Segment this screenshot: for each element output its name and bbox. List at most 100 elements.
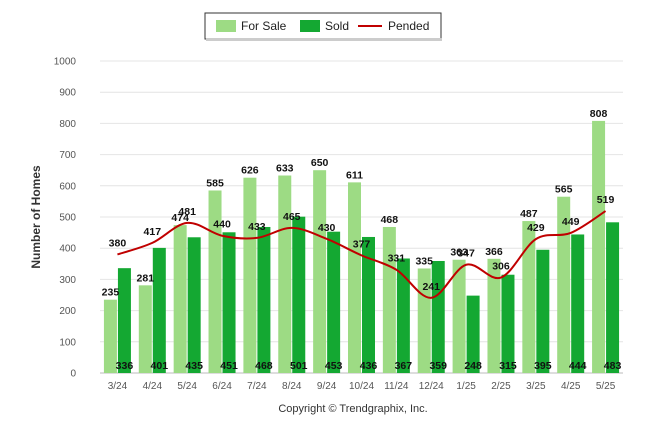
sold-bar — [606, 222, 620, 373]
sold-value-label: 436 — [360, 360, 378, 372]
x-axis-ticks: 3/24 4/24 5/24 6/24 7/24 8/24 9/24 10/24 11/24 12… — [108, 381, 616, 392]
sold-value-label: 435 — [185, 360, 203, 372]
sold-bar — [187, 237, 201, 373]
y-tick-label: 300 — [59, 275, 76, 286]
sold-bar — [257, 226, 271, 373]
pended-value-label: 241 — [422, 281, 440, 293]
pended-line — [117, 210, 607, 299]
pended-value-label: 380 — [109, 237, 127, 249]
for-sale-value-label: 335 — [415, 255, 433, 267]
sold-bar — [327, 231, 341, 373]
sold-value-label: 468 — [255, 360, 273, 372]
for-sale-value-label: 281 — [137, 272, 155, 284]
for-sale-value-label: 650 — [311, 157, 329, 169]
for-sale-bar — [348, 182, 361, 373]
for-sale-value-label: 585 — [206, 177, 224, 189]
pended-value-label: 417 — [144, 226, 162, 238]
for-sale-value-label: 808 — [590, 108, 608, 120]
for-sale-value-label: 474 — [171, 212, 189, 224]
pended-series-line — [117, 210, 607, 299]
for-sale-value-label: 487 — [520, 208, 538, 220]
x-tick-label: 4/24 — [143, 381, 163, 392]
y-tick-label: 700 — [59, 150, 76, 161]
for-sale-bar — [382, 226, 396, 373]
bar-series — [103, 120, 620, 374]
sold-bar — [152, 247, 166, 373]
sold-bar — [501, 274, 515, 373]
x-tick-label: 3/24 — [108, 381, 128, 392]
x-tick-label: 1/25 — [456, 381, 476, 392]
sold-bar — [292, 216, 306, 373]
x-tick-label: 2/25 — [491, 381, 511, 392]
y-tick-label: 400 — [59, 244, 76, 255]
pended-value-label: 449 — [562, 216, 580, 228]
legend-for-sale-label[interactable]: For Sale — [241, 19, 287, 33]
pended-value-label: 331 — [388, 253, 406, 265]
legend-for-sale-swatch — [216, 20, 236, 32]
y-tick-label: 800 — [59, 119, 76, 130]
legend-sold-label[interactable]: Sold — [325, 19, 349, 33]
sold-value-label: 395 — [534, 360, 552, 372]
for-sale-bar — [557, 196, 571, 373]
x-tick-label: 7/24 — [247, 381, 267, 392]
for-sale-bar — [522, 221, 536, 373]
sold-value-label: 248 — [464, 360, 482, 372]
sold-value-label: 451 — [220, 360, 238, 372]
for-sale-bar — [243, 177, 257, 373]
y-tick-label: 600 — [59, 181, 76, 192]
for-sale-bar — [278, 175, 292, 373]
pended-value-label: 440 — [213, 219, 231, 231]
for-sale-bar — [173, 225, 187, 373]
for-sale-value-label: 363 — [450, 247, 468, 259]
sold-bar — [117, 268, 131, 373]
for-sale-value-label: 633 — [276, 163, 294, 175]
pended-value-label: 430 — [318, 222, 336, 234]
sold-bar — [536, 249, 550, 373]
for-sale-value-label: 565 — [555, 184, 573, 196]
sold-value-label: 336 — [116, 360, 134, 372]
sold-value-label: 359 — [429, 360, 447, 372]
data-labels: 235 336 281 401 474 435 585 451 626 468 633 501 650 4… — [102, 108, 622, 372]
for-sale-value-label: 235 — [102, 287, 120, 299]
y-axis-ticks: 0 100 200 300 400 500 600 700 800 900 1000 — [54, 57, 77, 380]
y-axis-label: Number of Homes — [29, 165, 43, 269]
x-tick-label: 12/24 — [419, 381, 444, 392]
pended-value-label: 481 — [178, 206, 196, 218]
sold-value-label: 453 — [325, 360, 343, 372]
legend-shadow — [206, 38, 442, 41]
sold-bar — [222, 232, 236, 373]
sold-bar — [396, 258, 410, 373]
y-tick-label: 0 — [70, 369, 76, 380]
for-sale-bar — [103, 299, 117, 373]
sold-bar — [571, 234, 585, 373]
pended-value-label: 429 — [527, 222, 545, 234]
sold-bar — [362, 236, 375, 373]
sold-value-label: 501 — [290, 360, 308, 372]
sold-value-label: 483 — [604, 360, 622, 372]
sold-value-label: 401 — [151, 360, 169, 372]
sold-value-label: 315 — [499, 360, 517, 372]
for-sale-bar — [208, 190, 222, 373]
sold-bar — [466, 295, 480, 373]
x-tick-label: 5/24 — [177, 381, 197, 392]
for-sale-value-label: 611 — [346, 169, 363, 181]
x-tick-label: 9/24 — [317, 381, 337, 392]
x-tick-label: 5/25 — [596, 381, 616, 392]
legend[interactable]: For Sale Sold Pended — [204, 12, 442, 41]
x-tick-label: 11/24 — [384, 381, 409, 392]
pended-value-label: 306 — [492, 261, 510, 273]
copyright-credit: Copyright © Trendgraphix, Inc. — [278, 403, 427, 415]
y-tick-label: 500 — [59, 213, 76, 224]
x-tick-label: 4/25 — [561, 381, 581, 392]
x-tick-label: 6/24 — [212, 381, 232, 392]
y-tick-label: 1000 — [54, 57, 77, 68]
y-tick-label: 900 — [59, 88, 76, 99]
pended-value-label: 377 — [353, 238, 371, 250]
pended-value-label: 465 — [283, 211, 301, 223]
for-sale-value-label: 468 — [381, 214, 399, 226]
pended-value-label: 519 — [597, 194, 615, 206]
for-sale-bar — [487, 258, 501, 373]
legend-pended-label[interactable]: Pended — [388, 19, 429, 33]
sold-value-label: 444 — [569, 360, 587, 372]
